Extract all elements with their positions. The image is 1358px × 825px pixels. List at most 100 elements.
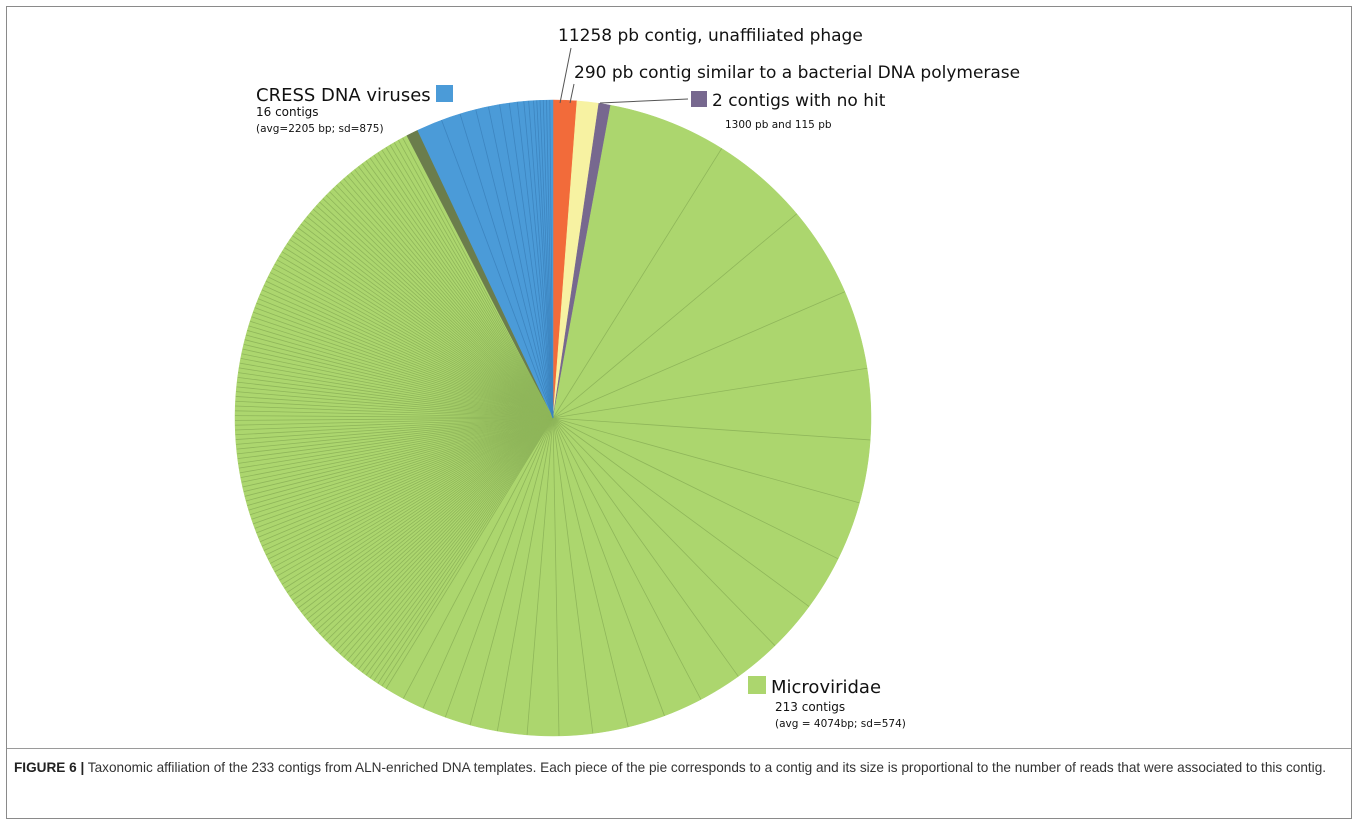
divider-microviridae-73 xyxy=(243,417,554,493)
divider-microviridae-42 xyxy=(309,417,554,624)
divider-microviridae-36 xyxy=(329,417,554,645)
divider-microviridae-82 xyxy=(236,417,554,450)
divider-microviridae-12 xyxy=(552,417,629,728)
label-cress: CRESS DNA viruses xyxy=(256,85,431,106)
divider-microviridae-33 xyxy=(339,417,554,655)
sublabel-microviridae: 213 contigs xyxy=(775,700,845,714)
divider-cress-10 xyxy=(536,100,554,419)
divider-microviridae-129 xyxy=(292,235,554,419)
divider-microviridae-56 xyxy=(272,417,554,569)
swatch-microviridae xyxy=(748,676,766,694)
divider-cress-3 xyxy=(488,106,554,419)
divider-microviridae-89 xyxy=(235,415,554,419)
divider-microviridae-1 xyxy=(552,213,797,419)
divider-cress-12 xyxy=(542,100,554,419)
divider-microviridae-111 xyxy=(252,311,554,419)
divider-microviridae-88 xyxy=(235,417,554,421)
divider-microviridae-61 xyxy=(261,417,554,547)
divider-microviridae-107 xyxy=(247,330,554,419)
divider-microviridae-84 xyxy=(235,417,554,440)
divider-microviridae-112 xyxy=(254,307,554,419)
divider-microviridae-150 xyxy=(361,163,554,419)
divider-microviridae-45 xyxy=(300,417,554,613)
divider-microviridae-120 xyxy=(270,272,554,419)
divider-cress-6 xyxy=(516,101,554,419)
divider-microviridae-31 xyxy=(346,417,554,661)
label-microviridae: Microviridae xyxy=(771,677,881,698)
divider-microviridae-96 xyxy=(236,381,554,419)
divider-microviridae-98 xyxy=(238,372,554,419)
divider-microviridae-115 xyxy=(259,293,554,419)
divider-microviridae-8 xyxy=(552,417,776,646)
divider-microviridae-146 xyxy=(346,175,554,419)
stats-cress: (avg=2205 bp; sd=875) xyxy=(256,123,384,135)
divider-microviridae-3 xyxy=(552,367,868,419)
label-nohit: 2 contigs with no hit xyxy=(712,91,886,111)
divider-microviridae-92 xyxy=(235,400,554,419)
divider-microviridae-29 xyxy=(354,417,554,667)
divider-microviridae-109 xyxy=(249,320,554,419)
divider-microviridae-79 xyxy=(238,417,554,464)
sublabel-nohit: 1300 pb and 115 pb xyxy=(725,119,832,131)
divider-microviridae-68 xyxy=(249,417,554,516)
divider-microviridae-13 xyxy=(552,417,594,734)
divider-microviridae-67 xyxy=(251,417,554,520)
divider-microviridae-122 xyxy=(274,263,554,419)
divider-microviridae-27 xyxy=(361,417,554,673)
divider-microviridae-35 xyxy=(332,417,554,648)
divider-microviridae-86 xyxy=(235,417,554,431)
divider-microviridae-106 xyxy=(245,334,554,419)
divider-microviridae-131 xyxy=(297,227,554,419)
divider-microviridae-14 xyxy=(552,417,560,736)
divider-microviridae-19 xyxy=(422,417,554,709)
divider-microviridae-133 xyxy=(303,219,554,419)
divider-microviridae-5 xyxy=(552,417,860,504)
divider-microviridae-4 xyxy=(552,417,871,441)
divider-microviridae-60 xyxy=(263,417,554,551)
divider-microviridae-20 xyxy=(402,417,554,699)
divider-microviridae-104 xyxy=(243,343,554,419)
stats-microviridae: (avg = 4074bp; sd=574) xyxy=(775,718,906,730)
divider-microviridae-137 xyxy=(316,205,554,419)
label-polymerase: 290 pb contig similar to a bacterial DNA… xyxy=(574,63,1020,83)
divider-microviridae-30 xyxy=(350,417,554,664)
leader-phage xyxy=(559,47,572,104)
divider-microviridae-6 xyxy=(552,417,839,560)
divider-microviridae-39 xyxy=(319,417,554,635)
divider-microviridae-22 xyxy=(381,417,554,687)
divider-cress-4 xyxy=(499,104,554,419)
divider-microviridae-77 xyxy=(239,417,554,474)
divider-microviridae-40 xyxy=(316,417,554,631)
divider-microviridae-156 xyxy=(385,147,554,419)
divider-microviridae-74 xyxy=(242,417,554,488)
divider-microviridae-58 xyxy=(267,417,554,560)
divider-microviridae-17 xyxy=(469,417,554,726)
divider-cress-11 xyxy=(539,100,554,419)
divider-microviridae-130 xyxy=(295,231,554,419)
divider-microviridae-85 xyxy=(235,417,554,436)
divider-microviridae-124 xyxy=(279,255,554,419)
pie-slice-cress xyxy=(417,99,554,419)
divider-microviridae-70 xyxy=(247,417,554,506)
divider-microviridae-87 xyxy=(235,417,554,426)
divider-microviridae-54 xyxy=(276,417,554,577)
caption-divider xyxy=(7,748,1351,749)
divider-microviridae-142 xyxy=(332,188,554,419)
divider-microviridae-62 xyxy=(259,417,554,543)
divider-microviridae-90 xyxy=(235,410,554,419)
swatch-cress xyxy=(436,85,453,102)
divider-microviridae-151 xyxy=(365,160,554,419)
divider-microviridae-134 xyxy=(306,216,554,419)
divider-microviridae-108 xyxy=(248,325,554,419)
divider-microviridae-160 xyxy=(402,137,554,419)
divider-microviridae-126 xyxy=(284,247,554,419)
divider-microviridae-140 xyxy=(325,194,554,419)
divider-microviridae-51 xyxy=(284,417,554,589)
divider-microviridae-132 xyxy=(300,223,554,419)
divider-microviridae-15 xyxy=(526,417,554,735)
divider-microviridae-117 xyxy=(263,285,554,419)
divider-microviridae-44 xyxy=(303,417,554,617)
label-phage: 11258 pb contig, unaffiliated phage xyxy=(558,26,863,46)
divider-microviridae-37 xyxy=(325,417,554,642)
pie-chart: 11258 pb contig, unaffiliated phage 290 … xyxy=(234,26,1020,737)
